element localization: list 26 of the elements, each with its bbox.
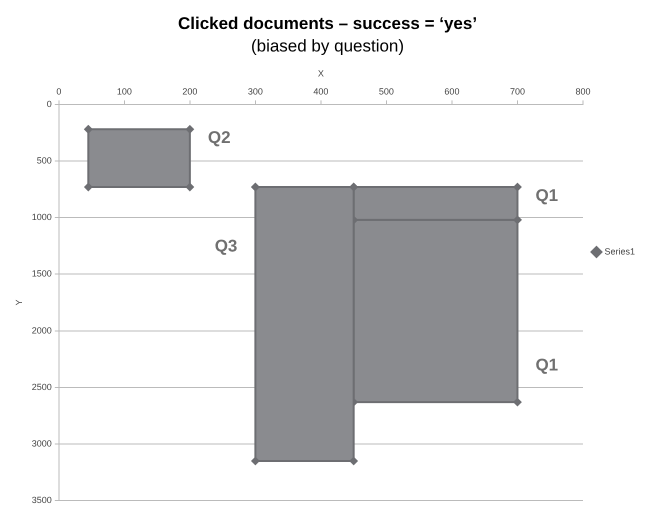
x-tick-label: 500 (378, 86, 394, 96)
y-tick-label: 1000 (32, 212, 52, 222)
annotation: Q3 (214, 236, 238, 256)
annotation: Q2 (208, 128, 231, 148)
y-tick-label: 500 (36, 155, 52, 166)
x-tick-label: 600 (444, 86, 460, 96)
x-tick-label: 300 (248, 86, 263, 96)
x-tick-label: 800 (575, 86, 590, 96)
y-tick-label: 2000 (32, 325, 52, 336)
annotation: Q1 (535, 356, 558, 375)
x-tick-label: 400 (313, 86, 328, 96)
x-axis-title: X (318, 68, 324, 79)
chart-title: Clicked documents – success = ‘yes’ (178, 14, 478, 33)
x-tick-label: 200 (182, 86, 198, 96)
y-tick-label: 3500 (32, 495, 52, 506)
x-tick-label: 700 (510, 86, 525, 96)
x-tick-label: 100 (116, 86, 132, 96)
y-tick-label: 0 (46, 98, 52, 109)
legend-label: Series1 (604, 246, 635, 256)
chart-subtitle: (biased by question) (250, 36, 404, 56)
annotation: Q1 (535, 186, 558, 205)
y-tick-label: 2500 (32, 382, 52, 392)
y-axis-title: Y (14, 299, 24, 306)
y-tick-label: 3000 (32, 438, 52, 448)
y-tick-label: 1500 (32, 268, 52, 279)
x-tick-label: 0 (56, 86, 62, 96)
